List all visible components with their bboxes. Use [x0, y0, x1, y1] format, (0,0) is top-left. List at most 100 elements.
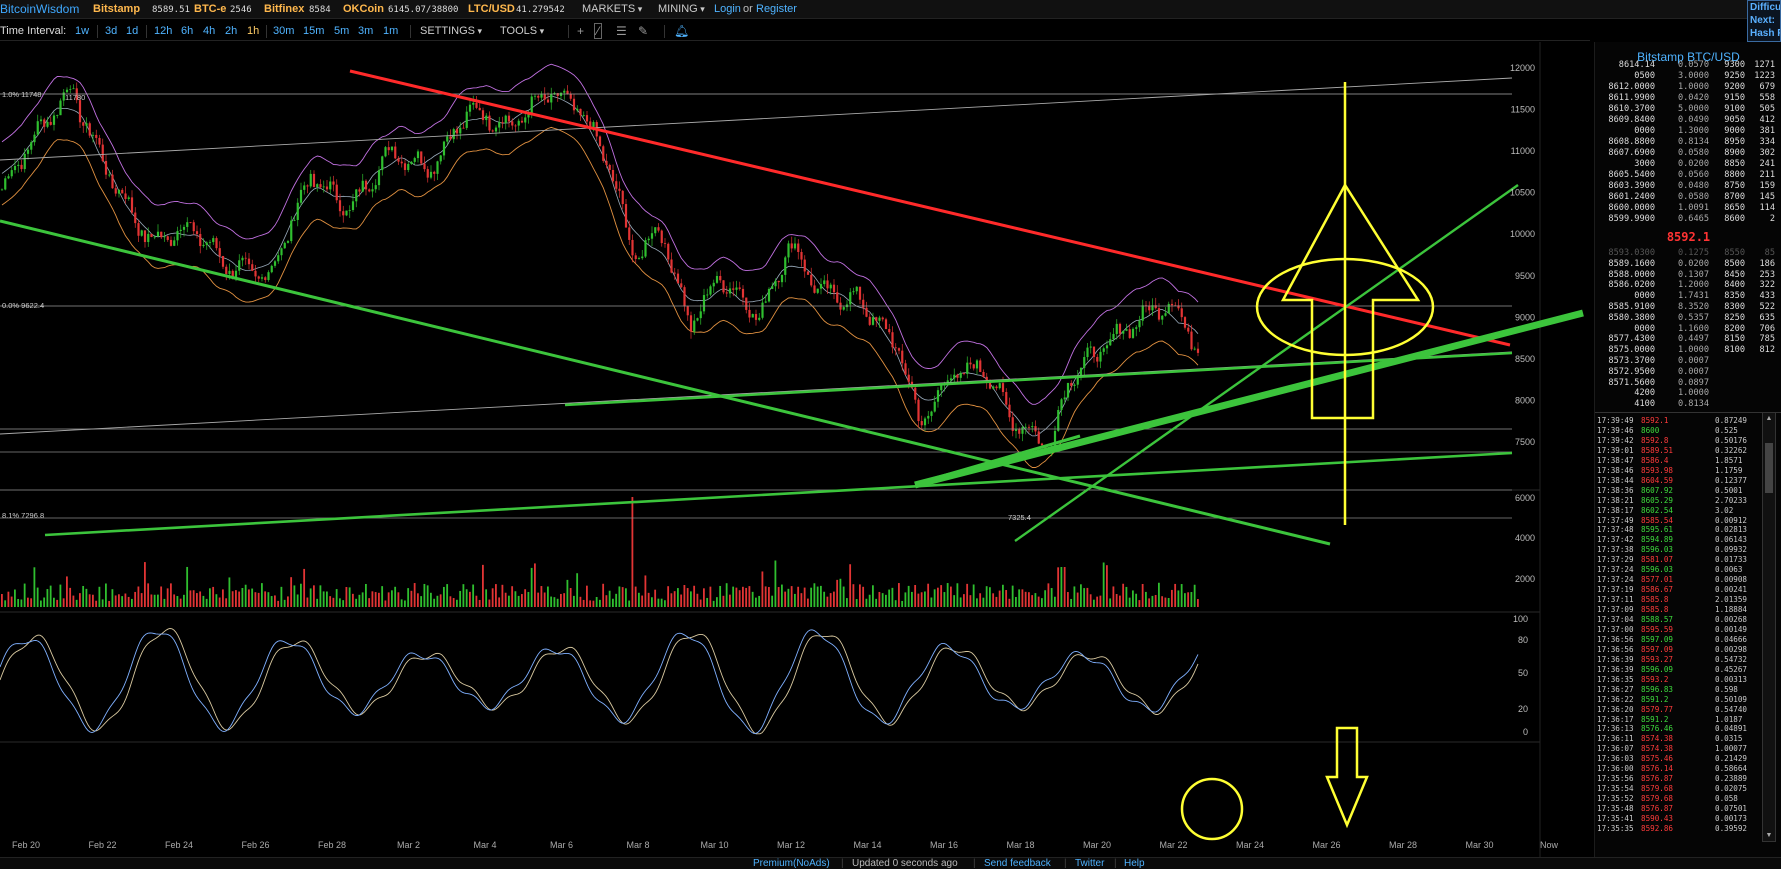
premium-link[interactable]: Premium(NoAds) [753, 858, 830, 869]
trade-row: 17:38:17 8602.54 3.02 [1597, 505, 1767, 516]
scroll-up-icon[interactable]: ▲ [1765, 415, 1773, 422]
ticker-bitstamp-name[interactable]: Bitstamp [93, 3, 141, 15]
candle-body [49, 121, 52, 125]
candle-body [387, 147, 390, 151]
candle-body [735, 287, 738, 290]
volume-bar [1187, 592, 1190, 607]
interval-6h[interactable]: 6h [181, 25, 194, 37]
candle-body [403, 163, 407, 171]
interval-1m[interactable]: 1m [383, 25, 399, 37]
trade-row: 17:37:38 8596.03 0.09932 [1597, 546, 1767, 555]
price-chart[interactable]: 1.0% 11748 11780 0.0% 9622.4 8.1% 7296.8 732… [0, 42, 1590, 857]
ticker-ltcusd-name[interactable]: LTC/USD [468, 3, 515, 15]
orderbook-cell: 302 [1759, 148, 1775, 158]
markets-menu[interactable]: MARKETS [582, 3, 642, 15]
trades-scrollbar[interactable]: ▲ ▼ [1762, 412, 1776, 842]
candle-body [205, 242, 208, 245]
crosshair-icon[interactable]: + [577, 24, 585, 38]
trade-cell: 8590.43 [1641, 814, 1674, 823]
fib-label: 8.1% 7296.8 [2, 511, 44, 520]
login-link[interactable]: Login [714, 3, 741, 15]
trade-cell: 8589.51 [1641, 445, 1674, 455]
trade-cell: 17:36:35 [1597, 674, 1634, 684]
trade-cell: 0.00268 [1715, 615, 1748, 624]
feedback-link[interactable]: Send feedback [984, 858, 1051, 869]
volume-bar [618, 586, 621, 607]
interval-3d[interactable]: 3d [105, 25, 118, 37]
interval-1w[interactable]: 1w [75, 25, 90, 37]
volume-bar [108, 600, 111, 607]
volume-bar [1073, 586, 1076, 607]
trade-cell: 0.00298 [1715, 644, 1748, 654]
candle-body [1011, 417, 1014, 432]
trade-row: 17:38:36 8607.92 0.5001 [1597, 486, 1767, 496]
interval-1h[interactable]: 1h [247, 25, 260, 37]
register-link[interactable]: Register [756, 3, 797, 15]
scroll-thumb[interactable] [1765, 443, 1773, 493]
trade-cell: 8574.38 [1641, 744, 1674, 754]
trade-row: 17:36:00 8576.14 0.58664 [1597, 765, 1767, 774]
trade-cell: 17:37:42 [1597, 535, 1634, 545]
candle-body [520, 120, 524, 123]
volume-bar [1041, 598, 1043, 607]
volume-bar [267, 592, 270, 607]
trade-cell: 0.01733 [1715, 555, 1748, 565]
candle-body [10, 170, 13, 177]
volume-bar [859, 584, 861, 607]
interval-5m[interactable]: 5m [334, 25, 350, 37]
trade-cell: 3.02 [1715, 505, 1734, 515]
candle-body [826, 280, 829, 289]
interval-3m[interactable]: 3m [358, 25, 374, 37]
candle-body [634, 255, 637, 260]
tools-menu[interactable]: TOOLS [500, 25, 544, 37]
orderbook-cell: 9300 [1724, 60, 1745, 70]
volume-bar [569, 588, 572, 607]
bell-icon[interactable]: 🔔︎ [674, 24, 690, 38]
site-logo[interactable]: BitcoinWisdom [0, 2, 80, 16]
trade-row: 17:35:54 8579.68 0.02075 [1597, 785, 1767, 794]
trade-row: 17:35:35 8592.86 0.39592 [1597, 824, 1767, 834]
brush-icon[interactable]: ✎ [638, 24, 649, 38]
candle-body [998, 383, 1001, 389]
volume-bar [69, 587, 72, 607]
interval-30m[interactable]: 30m [273, 25, 295, 37]
interval-15m[interactable]: 15m [303, 25, 325, 37]
candle-body [199, 233, 202, 247]
volume-bar [101, 599, 104, 607]
candle-body [576, 108, 579, 111]
volume-bar [514, 591, 517, 607]
volume-bar [807, 598, 809, 607]
trade-cell: 8605.29 [1641, 495, 1674, 505]
candle-body [361, 180, 364, 192]
trade-cell: 0.02813 [1715, 525, 1748, 535]
ticker-bitfinex-name[interactable]: Bitfinex [264, 3, 305, 15]
interval-1d[interactable]: 1d [126, 25, 139, 37]
interval-2h[interactable]: 2h [225, 25, 238, 37]
settings-menu[interactable]: SETTINGS [420, 25, 482, 37]
interval-4h[interactable]: 4h [203, 25, 216, 37]
candle-body [923, 418, 927, 426]
candle-body [384, 147, 387, 157]
hamburger-icon[interactable]: ☰ [616, 24, 627, 38]
volume-bar [199, 591, 202, 607]
volume-bar [722, 595, 725, 607]
volume-bar [179, 598, 182, 607]
candle-body [1005, 392, 1008, 405]
volume-bar [872, 585, 874, 607]
twitter-link[interactable]: Twitter [1075, 858, 1105, 869]
ticker-btce-name[interactable]: BTC-e [194, 3, 227, 15]
ticker-okcoin-name[interactable]: OKCoin [343, 3, 384, 15]
candle-body [130, 197, 134, 213]
line-icon[interactable]: ⁄ [594, 23, 603, 39]
scroll-down-icon[interactable]: ▼ [1765, 832, 1773, 839]
interval-12h[interactable]: 12h [154, 25, 173, 37]
orderbook-cell: 8600 [1724, 214, 1745, 224]
volume-bar [332, 597, 335, 607]
mining-menu[interactable]: MINING [658, 3, 705, 15]
volume-bar [1005, 590, 1008, 607]
candle-body [829, 284, 832, 289]
up-arrow-icon [1280, 182, 1421, 420]
chart-canvas[interactable]: 1.0% 11748 11780 0.0% 9622.4 8.1% 7296.8 732… [0, 42, 1590, 857]
help-link[interactable]: Help [1124, 858, 1145, 869]
volume-bar [940, 585, 943, 607]
